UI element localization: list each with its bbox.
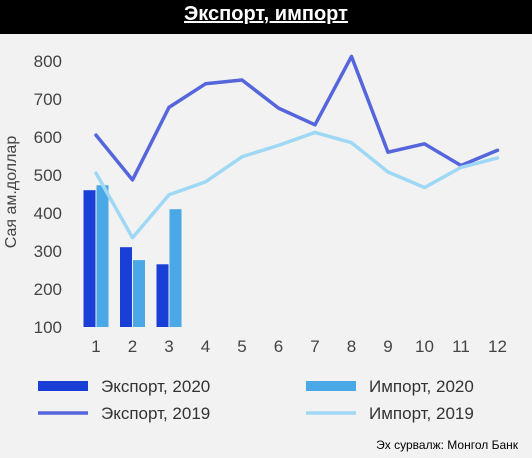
- y-tick-label: 800: [34, 52, 62, 71]
- legend-swatch-export-2020: [38, 381, 88, 391]
- lines: [94, 54, 500, 240]
- x-tick-label: 12: [488, 337, 507, 356]
- line-import-2019: [94, 130, 500, 240]
- x-tick-label: 4: [201, 337, 210, 356]
- y-tick-label: 700: [34, 90, 62, 109]
- bar-import-2020: [133, 260, 145, 327]
- title-bar: [0, 0, 532, 34]
- x-tick-labels: 1 2 3 4 5 6 7 8 9 10 11 12: [91, 337, 507, 356]
- x-tick-label: 1: [91, 337, 100, 356]
- y-tick-label: 600: [34, 128, 62, 147]
- x-tick-label: 10: [415, 337, 434, 356]
- y-tick-label: 100: [34, 318, 62, 337]
- x-tick-label: 6: [274, 337, 283, 356]
- bar-import-2020: [169, 209, 182, 327]
- x-tick-label: 2: [128, 337, 137, 356]
- bar-export-2020: [156, 264, 169, 327]
- legend-label-export-2019: Экспорт, 2019: [101, 404, 210, 423]
- legend-swatch-import-2020: [306, 381, 356, 391]
- y-axis-title-group: Сая ам.доллар: [3, 136, 20, 249]
- legend-label-import-2019: Импорт, 2019: [369, 404, 474, 423]
- bars: [83, 185, 182, 327]
- legend-label-import-2020: Импорт, 2020: [369, 377, 474, 396]
- x-tick-label: 9: [383, 337, 392, 356]
- source-note: Эх сурвалж: Монгол Банк: [376, 438, 519, 452]
- x-tick-label: 8: [347, 337, 356, 356]
- y-tick-label: 500: [34, 166, 62, 185]
- x-tick-label: 7: [310, 337, 319, 356]
- legend-label-export-2020: Экспорт, 2020: [101, 377, 210, 396]
- x-tick-label: 3: [164, 337, 173, 356]
- x-tick-label: 5: [237, 337, 246, 356]
- x-tick-label: 11: [452, 337, 470, 356]
- legend: Экспорт, 2020 Импорт, 2020 Экспорт, 2019 Им…: [38, 377, 474, 423]
- y-tick-label: 400: [34, 204, 62, 223]
- y-axis-title: Сая ам.доллар: [3, 136, 20, 249]
- bar-import-2020: [96, 185, 109, 327]
- chart-title: Экспорт, импорт: [184, 3, 348, 25]
- bar-export-2020: [83, 190, 96, 327]
- line-export-2019: [94, 54, 500, 182]
- y-tick-label: 200: [34, 280, 62, 299]
- bar-export-2020: [120, 247, 132, 327]
- y-tick-labels: 100 200 300 400 500 600 700 800: [34, 52, 62, 337]
- y-tick-label: 300: [34, 242, 62, 261]
